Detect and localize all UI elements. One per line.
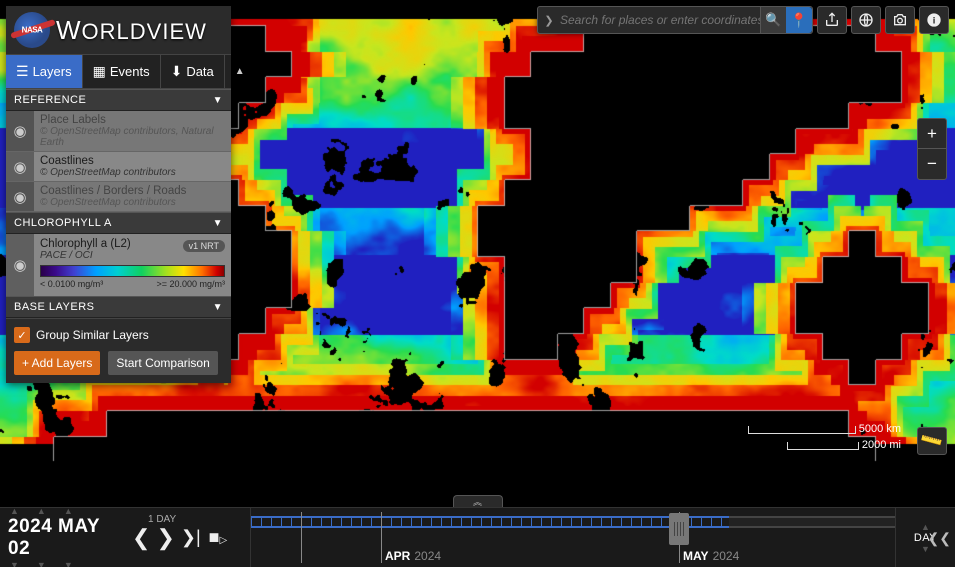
section-base-layers[interactable]: BASE LAYERS ▼	[6, 296, 231, 318]
top-toolbar: ❯ 🔍 📍 i	[537, 6, 949, 34]
layer-borders-roads[interactable]: ◉ Coastlines / Borders / Roads © OpenStr…	[6, 182, 231, 212]
visibility-toggle-icon[interactable]: ◉	[6, 111, 34, 151]
timeline-drag-handle[interactable]	[669, 513, 689, 545]
add-layers-button[interactable]: + Add Layers	[14, 351, 100, 375]
scale-bar-mi	[787, 442, 859, 450]
caret-up-icon[interactable]: ▲	[10, 506, 19, 516]
caret-up-icon[interactable]: ▲	[64, 506, 73, 516]
skip-end-button[interactable]: ❯|	[179, 527, 203, 548]
info-button[interactable]: i	[919, 6, 949, 34]
chevron-down-icon: ▼	[213, 95, 223, 106]
month-label: MAY2024	[683, 549, 739, 563]
download-icon: ⬇	[171, 63, 183, 80]
sidebar-tabs: ☰Layers ▦Events ⬇Data ▲	[6, 55, 231, 89]
timeline: ▲ ▲ ▲ 2024 MAY 02 ▼ ▼ ▼ 1 DAY ❮ ❯ ❯| ■▷ APR2…	[0, 507, 955, 567]
step-forward-button[interactable]: ❯	[154, 525, 176, 551]
section-chlorophyll[interactable]: CHLOROPHYLL A ▼	[6, 212, 231, 234]
animation-button[interactable]: ■▷	[209, 527, 228, 548]
tab-events[interactable]: ▦ Events	[83, 55, 161, 88]
search-input[interactable]	[560, 7, 760, 33]
section-base-label: BASE LAYERS	[14, 301, 95, 313]
timeline-collapse-icon[interactable]: ❮❮	[928, 530, 951, 547]
colorbar[interactable]	[40, 265, 225, 277]
search-icon[interactable]: 🔍	[760, 7, 786, 33]
search-chevron-icon: ❯	[538, 14, 560, 27]
step-label: 1 DAY	[148, 514, 176, 525]
scale-km-label: 5000 km	[859, 423, 901, 435]
chevron-down-icon: ▼	[213, 302, 223, 313]
tab-layers[interactable]: ☰ Layers	[6, 55, 83, 88]
current-date: 2024 MAY 02	[4, 516, 126, 560]
colorbar-max: >= 20.000 mg/m³	[156, 279, 225, 289]
tab-data[interactable]: ⬇Data	[161, 55, 225, 88]
caret-down-icon[interactable]: ▼	[64, 560, 73, 567]
location-pin-icon[interactable]: 📍	[786, 7, 812, 33]
sidebar: WORLDVIEW ☰Layers ▦Events ⬇Data ▲ REFERE…	[6, 6, 231, 383]
brand-title: WORLDVIEW	[56, 15, 207, 46]
group-similar-label: Group Similar Layers	[36, 328, 149, 342]
layer-subtitle: © OpenStreetMap contributors	[40, 167, 225, 178]
share-button[interactable]	[817, 6, 847, 34]
svg-text:i: i	[933, 15, 936, 25]
section-reference-label: REFERENCE	[14, 94, 86, 106]
chevron-down-icon: ▼	[213, 218, 223, 229]
caret-down-icon[interactable]: ▼	[10, 560, 19, 567]
group-similar-checkbox[interactable]: ✓ Group Similar Layers	[14, 327, 223, 343]
timeline-axis[interactable]: APR2024 MAY2024	[250, 508, 895, 567]
tab-data-label: Data	[186, 64, 213, 79]
layers-icon: ☰	[16, 63, 29, 80]
search-box: ❯ 🔍 📍	[537, 6, 813, 34]
timeline-zoom: ▲ DAY ▼ ❮❮	[895, 508, 955, 567]
section-chlorophyll-label: CHLOROPHYLL A	[14, 217, 112, 229]
sidebar-collapse-icon[interactable]: ▲	[225, 55, 255, 88]
projection-button[interactable]	[851, 6, 881, 34]
visibility-toggle-icon[interactable]: ◉	[6, 152, 34, 181]
scale-indicator: 5000 km 2000 mi	[748, 421, 901, 453]
layer-subtitle: PACE / OCI	[40, 250, 131, 261]
month-label: APR2024	[385, 549, 441, 563]
tab-layers-label: Layers	[33, 64, 72, 79]
zoom-control: + −	[917, 118, 947, 180]
visibility-toggle-icon[interactable]: ◉	[6, 182, 34, 211]
zoom-in-button[interactable]: +	[918, 119, 946, 149]
layer-title: Coastlines / Borders / Roads	[40, 185, 225, 197]
ruler-icon: 📏	[918, 427, 945, 454]
zoom-out-button[interactable]: −	[918, 149, 946, 179]
caret-down-icon[interactable]: ▼	[37, 560, 46, 567]
nrt-badge: v1 NRT	[183, 240, 225, 252]
layer-coastlines[interactable]: ◉ Coastlines © OpenStreetMap contributor…	[6, 152, 231, 182]
calendar-icon: ▦	[93, 63, 106, 80]
brand: WORLDVIEW	[6, 6, 231, 55]
checkbox-checked-icon: ✓	[14, 327, 30, 343]
start-comparison-button[interactable]: Start Comparison	[108, 351, 217, 375]
sidebar-controls: ✓ Group Similar Layers + Add Layers Star…	[6, 318, 231, 383]
section-reference[interactable]: REFERENCE ▼	[6, 89, 231, 111]
visibility-toggle-icon[interactable]: ◉	[6, 234, 34, 296]
layer-subtitle: © OpenStreetMap contributors, Natural Ea…	[40, 126, 225, 148]
colorbar-min: < 0.0100 mg/m³	[40, 279, 103, 289]
tab-events-label: Events	[110, 64, 150, 79]
layer-title: Chlorophyll a (L2)	[40, 238, 131, 250]
scale-bar-km	[748, 426, 856, 434]
layer-title: Place Labels	[40, 114, 225, 126]
date-selector[interactable]: ▲ ▲ ▲ 2024 MAY 02 ▼ ▼ ▼	[0, 508, 130, 567]
nasa-logo-icon	[14, 12, 50, 48]
snapshot-button[interactable]	[885, 6, 915, 34]
layer-place-labels[interactable]: ◉ Place Labels © OpenStreetMap contribut…	[6, 111, 231, 152]
layer-subtitle: © OpenStreetMap contributors	[40, 197, 225, 208]
scale-mi-label: 2000 mi	[862, 439, 901, 451]
timeline-expand-button[interactable]: ︽	[453, 495, 503, 507]
layer-title: Coastlines	[40, 155, 225, 167]
step-back-button[interactable]: ❮	[130, 525, 152, 551]
caret-up-icon[interactable]: ▲	[37, 506, 46, 516]
timeline-nav: 1 DAY ❮ ❯ ❯| ■▷	[130, 508, 250, 567]
layer-chlorophyll[interactable]: ◉ Chlorophyll a (L2) PACE / OCI v1 NRT <…	[6, 234, 231, 296]
measure-button[interactable]: 📏	[917, 427, 947, 455]
